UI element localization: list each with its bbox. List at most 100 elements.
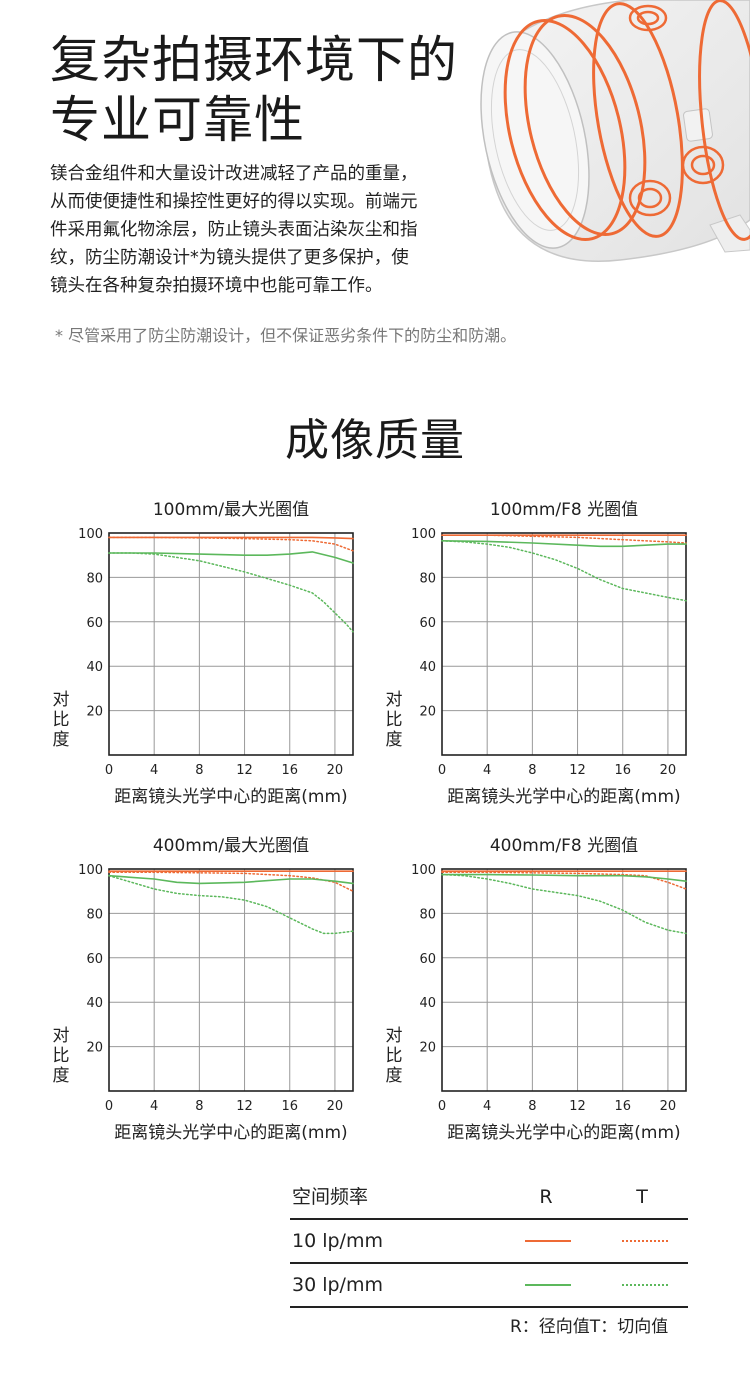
mtf-chart-svg: 400mm/F8 光圈值 0 4 8 12 16 20 20 40 60 80 100 对比度距离镜头光… (386, 836, 687, 1143)
x-tick-label: 0 (438, 763, 446, 778)
x-tick-label: 8 (528, 1099, 536, 1114)
x-tick-label: 4 (150, 763, 158, 778)
hero-description-line: 镜头在各种复杂拍摄环境中也能可靠工作。 (50, 276, 383, 296)
x-tick-label: 12 (236, 1099, 253, 1114)
dust-moisture-footnote: * 尽管采用了防尘防潮设计，但不保证恶劣条件下的防尘和防潮。 (55, 326, 517, 345)
mtf-legend: 空间频率 R T 10 lp/mm 30 lp/mm (290, 1176, 688, 1308)
x-tick-label: 12 (569, 1099, 586, 1114)
legend-swatch-r10 (525, 1240, 571, 1242)
hero-description-line: 从而使便捷性和操控性更好的得以实现。前端元 (50, 192, 418, 212)
legend-note: R：径向值T：切向值 (510, 1317, 669, 1337)
y-axis-label: 对比度 (386, 690, 403, 750)
x-tick-label: 12 (569, 763, 586, 778)
x-tick-label: 16 (614, 763, 631, 778)
mtf-curve-t30 (441, 873, 687, 935)
y-tick-label: 80 (86, 571, 103, 586)
y-tick-label: 60 (86, 952, 103, 967)
mtf-curve-t10 (108, 871, 354, 892)
button-seals (628, 4, 725, 217)
hero-description-line: 件采用氟化物涂层，防止镜头表面沾染灰尘和指 (50, 220, 418, 240)
y-tick-label: 80 (419, 571, 436, 586)
x-tick-label: 12 (236, 763, 253, 778)
x-tick-label: 8 (195, 763, 203, 778)
x-tick-label: 4 (483, 763, 491, 778)
x-tick-label: 16 (281, 763, 298, 778)
chart-title: 100mm/F8 光圈值 (490, 500, 638, 520)
hero-title-line: 专业可靠性 (50, 91, 305, 149)
mtf-curve-t30 (441, 540, 687, 602)
legend-swatch-t10 (622, 1240, 668, 1242)
x-tick-label: 20 (660, 763, 677, 778)
chart-title: 400mm/F8 光圈值 (490, 836, 638, 856)
x-tick-label: 0 (105, 1099, 113, 1114)
legend-row-10lp: 10 lp/mm (290, 1220, 688, 1264)
mtf-chart-400mm-max-aperture: 400mm/最大光圈值 0 4 8 12 16 20 20 40 60 80 100 对比度距离镜头光学… (45, 826, 375, 1148)
mtf-curve-r30 (441, 873, 687, 882)
mtf-curve-t30 (108, 552, 354, 633)
x-tick-label: 20 (660, 1099, 677, 1114)
lens-barrel-shape (480, 0, 750, 262)
chart-title: 400mm/最大光圈值 (153, 836, 309, 856)
legend-header-label: 空间频率 (292, 1186, 369, 1208)
mtf-chart-400mm-f8: 400mm/F8 光圈值 0 4 8 12 16 20 20 40 60 80 100 对比度 距离镜头光… (378, 826, 708, 1148)
mtf-chart-svg: 100mm/最大光圈值 0 4 8 12 16 20 20 40 60 80 100 对比度距离镜头光学… (53, 500, 354, 807)
legend-row-30lp: 30 lp/mm (290, 1264, 688, 1308)
y-tick-label: 100 (411, 527, 436, 542)
mtf-curve-r30 (441, 540, 687, 548)
y-axis-label: 对比度 (53, 690, 70, 750)
y-tick-label: 60 (419, 616, 436, 631)
mtf-curve-r30 (108, 551, 354, 564)
y-axis-label: 对比度 (53, 1026, 70, 1086)
legend-swatch-t30 (622, 1284, 668, 1286)
y-tick-label: 40 (86, 660, 103, 675)
hero-description-line: 镁合金组件和大量设计改进减轻了产品的重量， (50, 164, 418, 184)
legend-header-t: T (636, 1186, 648, 1208)
x-tick-label: 8 (195, 1099, 203, 1114)
y-tick-label: 100 (78, 527, 103, 542)
y-tick-label: 100 (411, 863, 436, 878)
plot-frame (441, 532, 687, 756)
image-quality-heading: 成像质量 (285, 415, 465, 466)
mtf-curve-t10 (441, 534, 687, 544)
legend-row-label: 30 lp/mm (292, 1274, 383, 1296)
x-tick-label: 20 (327, 763, 344, 778)
x-axis-label: 距离镜头光学中心的距离(mm) (114, 787, 347, 807)
y-tick-label: 60 (419, 952, 436, 967)
mtf-chart-svg: 100mm/F8 光圈值 0 4 8 12 16 20 20 40 60 80 100 对比度距离镜头光… (386, 500, 687, 807)
y-tick-label: 40 (419, 996, 436, 1011)
x-tick-label: 4 (483, 1099, 491, 1114)
y-tick-label: 80 (419, 907, 436, 922)
x-tick-label: 4 (150, 1099, 158, 1114)
plot-frame (441, 868, 687, 1092)
hero-title-line: 复杂拍摄环境下的 (50, 31, 458, 89)
y-tick-label: 20 (86, 705, 103, 720)
legend-swatch-r30 (525, 1284, 571, 1286)
x-tick-label: 20 (327, 1099, 344, 1114)
x-tick-label: 8 (528, 763, 536, 778)
x-tick-label: 0 (438, 1099, 446, 1114)
y-tick-label: 20 (419, 705, 436, 720)
hero-title: 复杂拍摄环境下的 专业可靠性 (50, 30, 458, 150)
mtf-curve-t10 (108, 536, 354, 552)
mtf-chart-100mm-f8: 100mm/F8 光圈值 0 4 8 12 16 20 20 40 60 80 100 对比度距离镜头光… (378, 490, 708, 812)
y-tick-label: 40 (419, 660, 436, 675)
y-tick-label: 40 (86, 996, 103, 1011)
x-axis-label: 距离镜头光学中心的距离(mm) (447, 787, 680, 807)
x-axis-label: 距离镜头光学中心的距离(mm) (447, 1123, 680, 1143)
legend-header-row: 空间频率 R T (290, 1176, 688, 1220)
mtf-chart-100mm-max-aperture: 100mm/最大光圈值 0 4 8 12 16 20 20 40 60 80 100 对比度 距离镜头光学… (45, 490, 375, 812)
y-tick-label: 100 (78, 863, 103, 878)
seal-rings (503, 0, 750, 241)
chart-title: 100mm/最大光圈值 (153, 500, 309, 520)
lens-xray-illustration (480, 0, 750, 262)
x-tick-label: 16 (614, 1099, 631, 1114)
mtf-curve-r30 (108, 874, 354, 885)
x-tick-label: 16 (281, 1099, 298, 1114)
y-tick-label: 80 (86, 907, 103, 922)
x-axis-label: 距离镜头光学中心的距离(mm) (114, 1123, 347, 1143)
y-tick-label: 20 (419, 1041, 436, 1056)
mtf-curve-t30 (108, 874, 354, 935)
y-tick-label: 60 (86, 616, 103, 631)
y-tick-label: 20 (86, 1041, 103, 1056)
mtf-chart-svg: 400mm/最大光圈值 0 4 8 12 16 20 20 40 60 80 100 对比度距离镜头光学… (53, 836, 354, 1143)
